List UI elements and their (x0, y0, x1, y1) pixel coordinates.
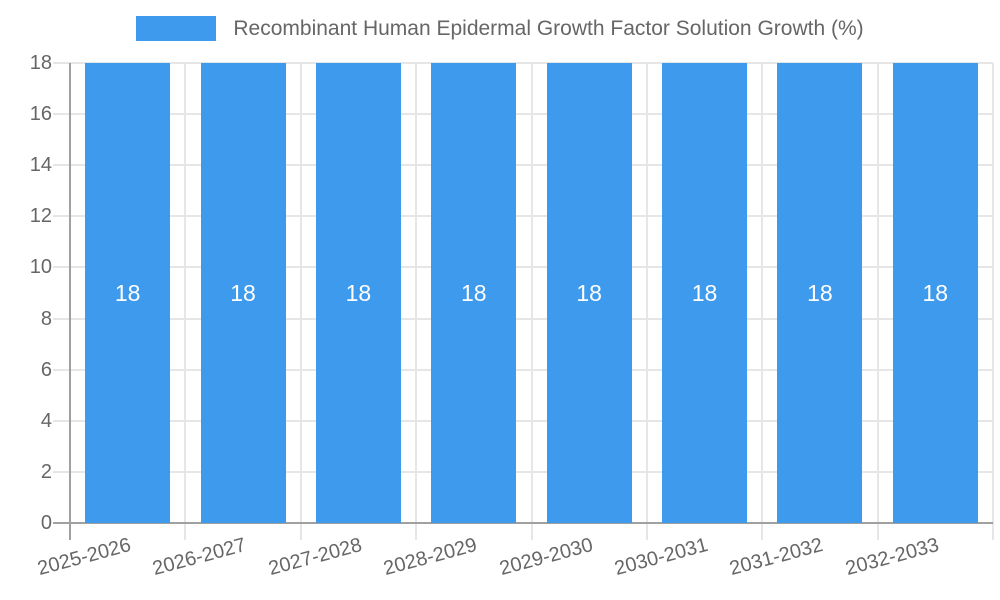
y-axis-tick-label: 12 (29, 205, 52, 228)
bar-value-label: 18 (807, 279, 833, 306)
y-axis-tick-label: 18 (29, 52, 52, 74)
gridline-vertical (876, 63, 879, 540)
gridline-vertical (645, 63, 648, 540)
bar[interactable]: 18 (546, 63, 632, 523)
gridline-vertical (530, 63, 533, 540)
gridline-vertical (415, 63, 418, 540)
bar[interactable]: 18 (662, 63, 748, 523)
bar[interactable]: 18 (85, 63, 171, 523)
x-axis-line (53, 522, 993, 524)
gridline-horizontal (53, 215, 993, 218)
gridline-horizontal (53, 419, 993, 422)
x-axis-tick-label: 2029-2030 (496, 534, 595, 581)
legend[interactable]: Recombinant Human Epidermal Growth Facto… (0, 16, 1000, 41)
gridline-horizontal (53, 470, 993, 473)
bar-value-label: 18 (230, 279, 256, 306)
y-axis-tick-label: 8 (40, 307, 52, 330)
gridline-horizontal (53, 266, 993, 269)
x-axis-tick-label: 2031-2032 (727, 534, 826, 581)
x-axis-tick-label: 2026-2027 (150, 534, 249, 581)
legend-series-label: Recombinant Human Epidermal Growth Facto… (233, 16, 864, 40)
bar-value-label: 18 (345, 279, 372, 306)
y-axis-line (69, 63, 71, 540)
bar[interactable]: 18 (431, 63, 517, 523)
gridline-vertical (992, 63, 994, 540)
x-axis-tick-label: 2027-2028 (266, 534, 365, 581)
x-axis-tick-label: 2028-2029 (381, 534, 480, 581)
gridline-horizontal (53, 164, 993, 167)
x-axis-tick-label: 2032-2033 (842, 534, 942, 581)
bar[interactable]: 18 (777, 63, 863, 523)
x-axis-tick-label: 2025-2026 (35, 534, 134, 581)
gridline-horizontal (53, 62, 993, 64)
x-axis-tick-label: 2030-2031 (612, 534, 711, 581)
y-axis-tick-label: 6 (40, 358, 52, 381)
bar-value-label: 18 (461, 279, 487, 306)
bar-value-label: 18 (922, 279, 949, 306)
y-axis-tick-label: 16 (29, 103, 52, 126)
bar[interactable]: 18 (892, 63, 978, 523)
gridline-horizontal (53, 113, 993, 116)
y-axis-tick-label: 4 (40, 409, 52, 432)
bar-value-label: 18 (576, 279, 602, 306)
bar[interactable]: 18 (200, 63, 286, 523)
gridline-vertical (761, 63, 764, 540)
y-axis-tick-label: 10 (29, 256, 52, 279)
bar-value-label: 18 (114, 279, 141, 306)
legend-swatch (136, 16, 217, 41)
gridline-horizontal (53, 317, 993, 320)
gridline-vertical (299, 63, 302, 540)
gridline-horizontal (53, 368, 993, 371)
y-axis-tick-label: 2 (40, 460, 52, 483)
gridline-vertical (184, 63, 187, 540)
y-axis-tick-label: 0 (40, 512, 52, 534)
bar-value-label: 18 (691, 279, 718, 306)
y-axis-tick-label: 14 (29, 154, 52, 177)
bar[interactable]: 18 (315, 63, 401, 523)
